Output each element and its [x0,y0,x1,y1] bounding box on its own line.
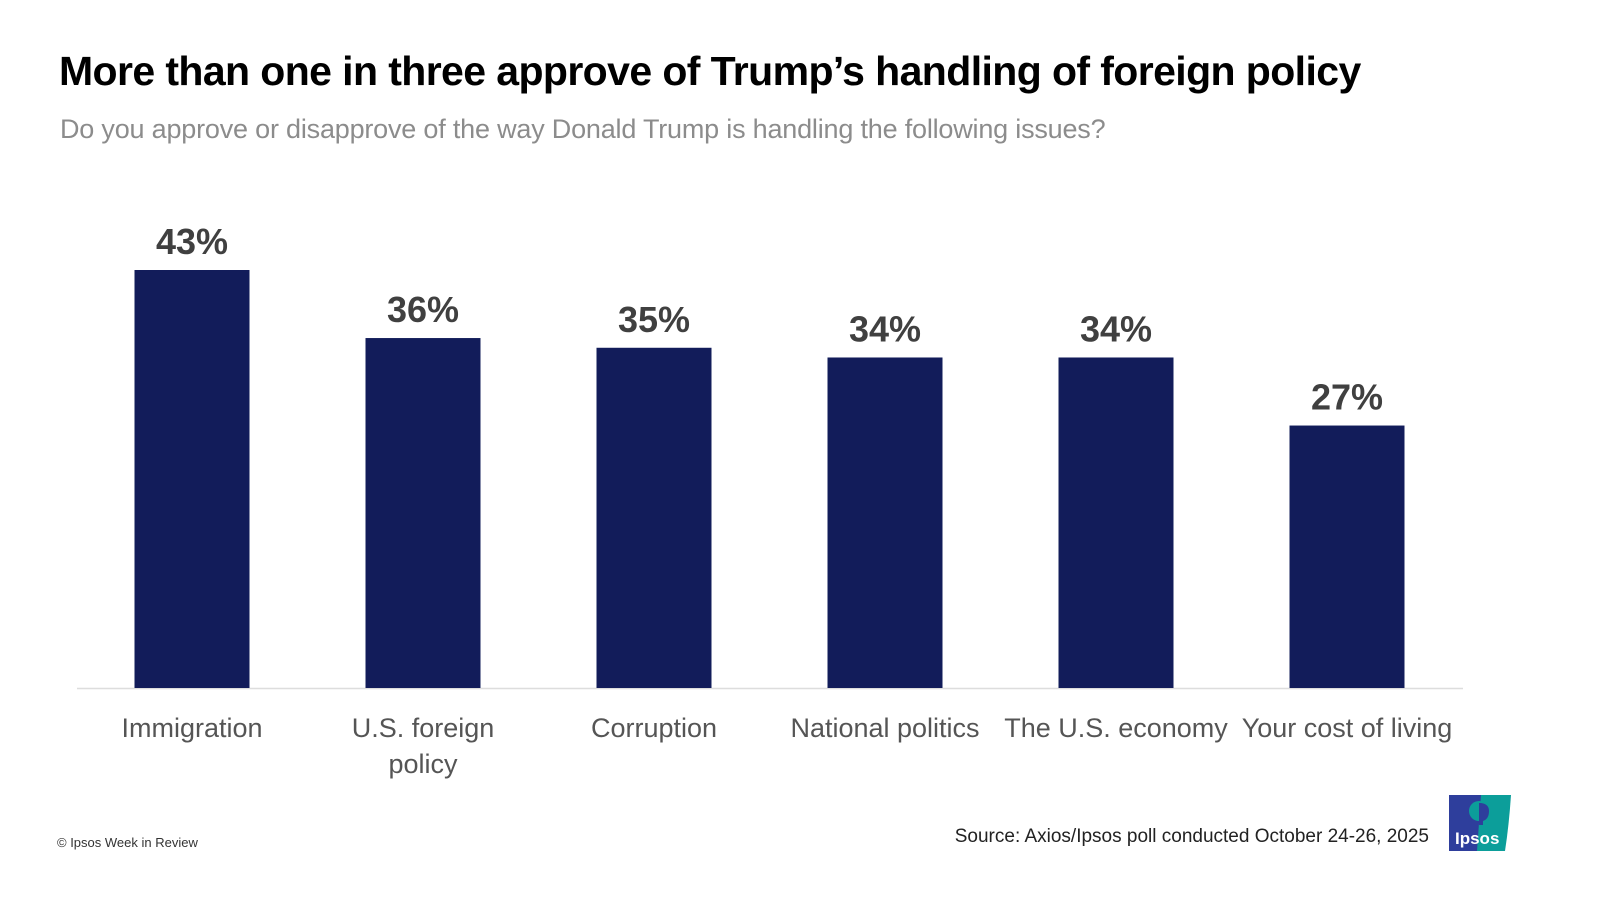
ipsos-logo-icon: Ipsos [1449,795,1511,851]
chart-subtitle: Do you approve or disapprove of the way … [60,114,1106,144]
bar [134,270,250,688]
category-label: U.S. foreign [352,713,495,743]
value-label: 27% [1311,377,1383,418]
category-label: Immigration [121,713,262,743]
bar-chart: 43% Immigration 36% U.S. foreign policy 35% Co… [77,221,1463,779]
value-label: 36% [387,289,459,330]
value-label: 34% [849,308,921,349]
bar [596,347,712,688]
svg-text:Ipsos: Ipsos [1455,829,1499,848]
category-label: policy [388,749,458,779]
value-label: 34% [1080,308,1152,349]
value-label: 35% [618,299,690,340]
category-label: Your cost of living [1242,713,1453,743]
bar [827,357,943,688]
source-note: Source: Axios/Ipsos poll conducted Octob… [954,826,1429,847]
value-label: 43% [156,221,228,262]
chart-title: More than one in three approve of Trump’… [59,48,1361,94]
bar [1058,357,1174,688]
bar [365,338,481,688]
bar [1289,425,1405,688]
category-label: National politics [790,713,979,743]
category-label: Corruption [591,713,717,743]
category-label: The U.S. economy [1004,713,1228,743]
copyright-notice: © Ipsos Week in Review [57,835,198,850]
